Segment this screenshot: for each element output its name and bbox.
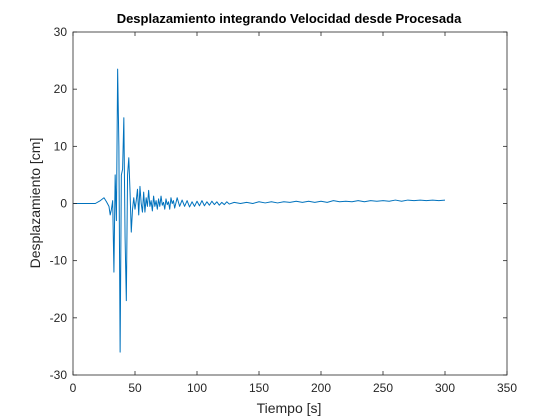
x-tick-label: 350: [497, 381, 517, 395]
x-tick-label: 200: [311, 381, 331, 395]
y-axis: -30 -20 -10 0 10 20 30: [50, 25, 507, 382]
y-tick-label: -30: [50, 368, 68, 382]
x-tick-label: 250: [373, 381, 393, 395]
x-axis-label: Tiempo [s]: [257, 400, 322, 416]
y-tick-label: 20: [54, 82, 68, 96]
y-tick-label: 30: [54, 25, 68, 39]
x-tick-label: 0: [70, 381, 77, 395]
y-axis-label: Desplazamiento [cm]: [27, 138, 43, 269]
y-tick-label: -10: [50, 254, 68, 268]
series-layer: [73, 68, 446, 353]
series-line-0: [73, 68, 446, 353]
y-tick-label: 0: [60, 197, 67, 211]
chart-title: Desplazamiento integrando Velocidad desd…: [117, 11, 462, 26]
x-tick-label: 150: [249, 381, 269, 395]
x-tick-label: 100: [187, 381, 207, 395]
y-tick-label: -20: [50, 311, 68, 325]
x-tick-label: 300: [435, 381, 455, 395]
x-tick-label: 50: [128, 381, 142, 395]
x-axis: 0 50 100 150 200 250 300 350: [70, 32, 517, 395]
y-tick-label: 10: [54, 139, 68, 153]
